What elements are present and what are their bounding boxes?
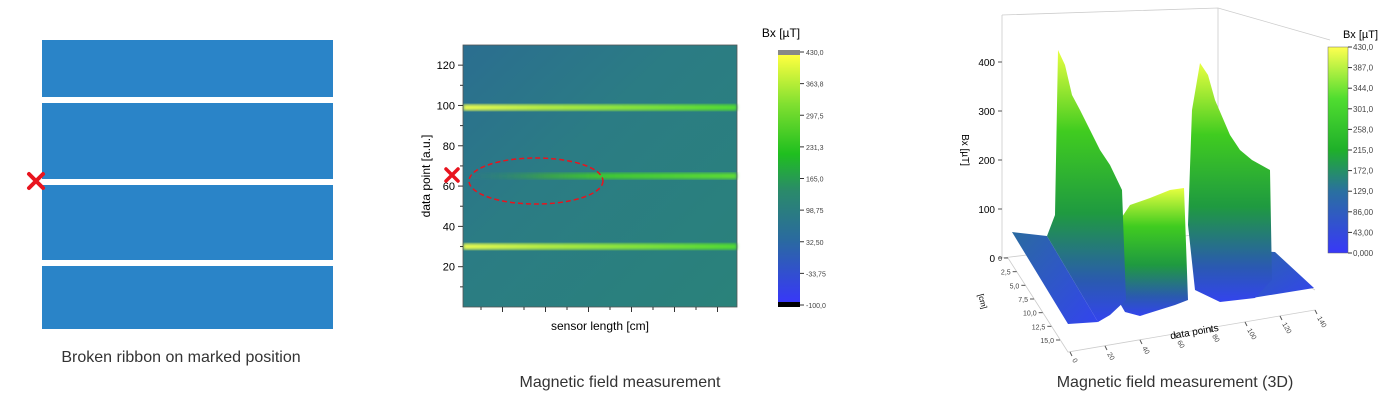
heatmap-band <box>463 243 737 250</box>
surface-zlabel: Bx [µT] <box>959 134 970 166</box>
surface-peak-2 <box>1188 63 1272 302</box>
colorbar-tick-label: 32,50 <box>806 240 824 247</box>
y-tick-label: 7,5 <box>1018 297 1028 304</box>
x-tick <box>1209 327 1213 333</box>
colorbar-tick-label: 430,0 <box>806 50 824 57</box>
x-tick-label: 0 <box>1070 358 1078 365</box>
colorbar-tick-label: 86,00 <box>1353 208 1374 217</box>
x-tick-label: 40 <box>1140 346 1150 356</box>
z-tick-label: 200 <box>978 156 995 167</box>
colorbar-tick-label: 344,0 <box>1353 84 1374 93</box>
colorbar-tick-label: 301,0 <box>1353 105 1374 114</box>
ribbon-segment-2 <box>42 103 333 179</box>
colorbar-3d <box>1327 46 1349 254</box>
colorbar-tick-label: 165,0 <box>806 177 824 184</box>
y-tick-label: 20 <box>443 262 455 274</box>
z-tick-label: 400 <box>978 58 995 69</box>
colorbar-tick-label: -33,75 <box>806 271 826 278</box>
colorbar-title: Bx [µT] <box>762 26 800 40</box>
surface-peak-1 <box>1047 50 1126 322</box>
x-tick-label: 120 <box>1280 322 1292 336</box>
colorbar-tick-label: 98,75 <box>806 208 824 215</box>
y-tick-label: 15,0 <box>1040 338 1054 345</box>
colorbar-tick-label: 172,0 <box>1353 167 1374 176</box>
surface-middle-ridge <box>1118 188 1188 316</box>
colorbar <box>778 55 800 302</box>
y-tick-label: 120 <box>437 60 455 72</box>
x-tick <box>1139 339 1143 345</box>
x-tick <box>1314 309 1318 315</box>
colorbar-tick-label: 0,000 <box>1353 249 1374 258</box>
heatmap-xlabel: sensor length [cm] <box>551 319 649 333</box>
heatmap-chart: 20 40 60 80 100 120 sensor length [cm] data p… <box>419 26 826 333</box>
surface-ylabel: [cm] <box>976 293 989 310</box>
y-tick-label: 10,0 <box>1023 311 1037 318</box>
z-tick-label: 0 <box>989 254 995 265</box>
z-tick-label: 100 <box>978 205 995 216</box>
y-tick-label: 5,0 <box>1010 283 1020 290</box>
heatmap-band <box>463 104 737 111</box>
x-tick <box>1279 315 1283 321</box>
y-tick-label: 100 <box>437 100 455 112</box>
y-tick-label: 40 <box>443 221 455 233</box>
right-caption: Magnetic field measurement (3D) <box>1056 374 1294 391</box>
x-tick <box>1104 345 1108 351</box>
left-caption: Broken ribbon on marked position <box>61 349 301 366</box>
middle-caption: Magnetic field measurement <box>519 374 721 391</box>
x-tick-label: 140 <box>1315 316 1327 330</box>
x-tick <box>1174 333 1178 339</box>
ribbon-segment-3 <box>42 185 333 260</box>
break-marker-icon <box>27 172 45 190</box>
break-marker-icon <box>444 167 460 183</box>
colorbar-tick-label: 231,3 <box>806 145 824 152</box>
heatmap-ylabel: data point [a.u.] <box>419 135 433 218</box>
x-tick-label: 60 <box>1175 340 1185 350</box>
heatmap-band <box>463 173 737 179</box>
surface-flat-left <box>1012 232 1098 324</box>
x-tick <box>1244 321 1248 327</box>
colorbar-tick-label: 363,8 <box>806 82 824 89</box>
y-tick-label: 60 <box>443 181 455 193</box>
ribbon-segment-4 <box>42 266 333 329</box>
colorbar-tick-label: 258,0 <box>1353 125 1374 134</box>
y-tick-label: 80 <box>443 141 455 153</box>
y-tick-label: 0 <box>998 256 1002 263</box>
missing-field-ellipse <box>468 157 604 205</box>
y-tick-label: 2,5 <box>1001 270 1011 277</box>
ribbon-segment-1 <box>42 40 333 97</box>
colorbar-3d-title: Bx [µT] <box>1343 29 1378 41</box>
y-tick-label: 12,5 <box>1032 324 1046 331</box>
z-tick-label: 300 <box>978 107 995 118</box>
colorbar-tick-label: 215,0 <box>1353 146 1374 155</box>
colorbar-tick-label: -100,0 <box>806 303 826 310</box>
colorbar-tick-label: 387,0 <box>1353 64 1374 73</box>
colorbar-tick-label: 430,0 <box>1353 43 1374 52</box>
x-tick-label: 100 <box>1245 328 1257 342</box>
colorbar-tick-label: 297,5 <box>806 113 824 120</box>
x-tick-label: 20 <box>1105 352 1115 362</box>
colorbar-tick-label: 43,00 <box>1353 228 1374 237</box>
colorbar-tick-label: 129,0 <box>1353 187 1374 196</box>
surface-chart: 0 100 200 300 400 0 2,5 5,0 7,5 10,0 12,5 15,0 0 20… <box>959 7 1378 365</box>
x-tick-label: 80 <box>1210 334 1220 344</box>
x-tick <box>1069 351 1073 357</box>
